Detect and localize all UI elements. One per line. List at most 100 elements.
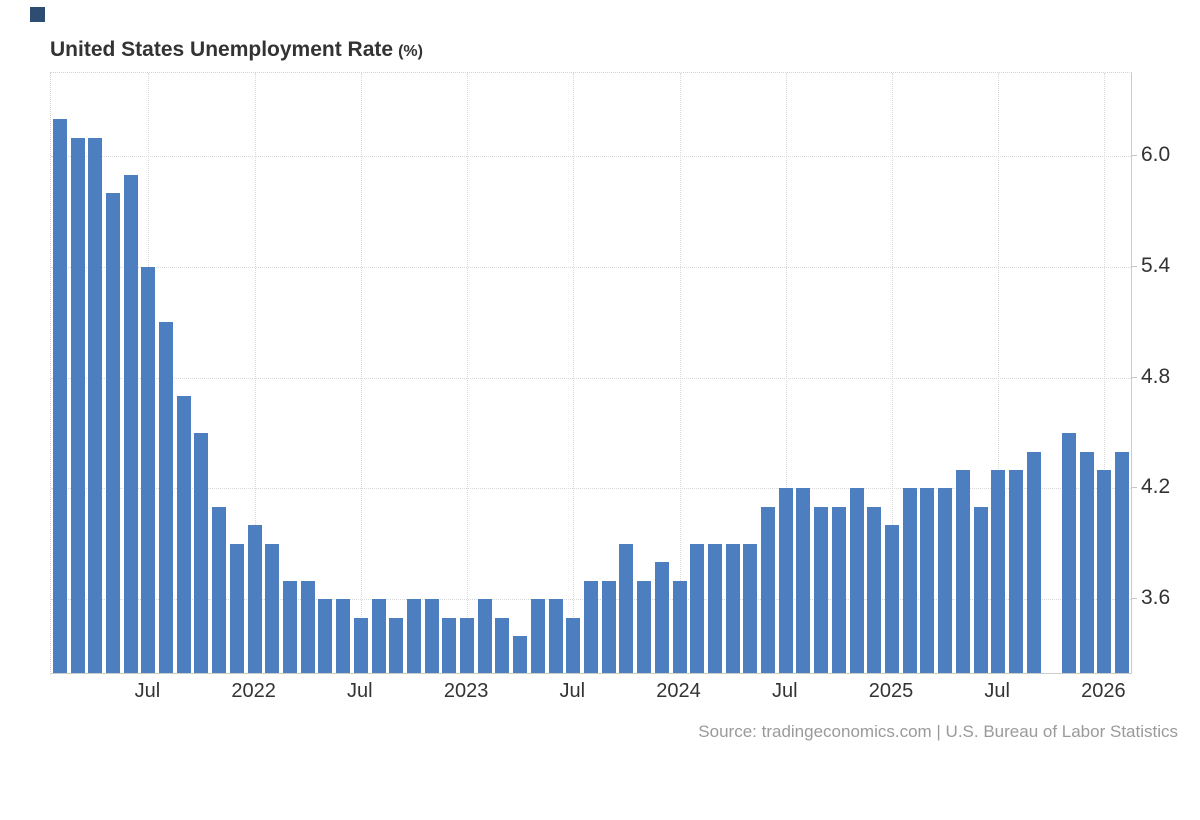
bar-Aug 2022[interactable] (371, 599, 386, 673)
y-gridline-4.2 (51, 488, 1131, 490)
bar-Jun 2023[interactable] (548, 599, 563, 673)
bar-Mar 2024[interactable] (707, 543, 722, 673)
x-gridline-Jul 2024 (785, 73, 787, 673)
bar-Nov 2025[interactable] (1062, 433, 1077, 673)
bar-Apr 2022[interactable] (300, 580, 315, 673)
bar-Dec 2023[interactable] (654, 562, 669, 673)
y-axis-label-4.2: 4.2 (1141, 475, 1171, 499)
bar-Jan 2024[interactable] (672, 580, 687, 673)
bar-Mar 2023[interactable] (495, 617, 510, 673)
bar-May 2021[interactable] (105, 193, 120, 673)
bar-May 2023[interactable] (530, 599, 545, 673)
x-gridline-Jul 2025 (998, 73, 1000, 673)
x-gridline-Jan 2022 (254, 73, 256, 673)
bar-Apr 2021[interactable] (88, 137, 103, 673)
bar-Mar 2022[interactable] (283, 580, 298, 673)
bar-Aug 2024[interactable] (796, 488, 811, 673)
bar-Sep 2025[interactable] (1026, 451, 1041, 673)
x-gridline-Jul 2023 (573, 73, 575, 673)
bar-Jun 2025[interactable] (973, 506, 988, 673)
x-axis-label-Jul: Jul (984, 680, 1010, 702)
y-axis-label-3.6: 3.6 (1141, 586, 1171, 610)
y-axis-label-5.4: 5.4 (1141, 253, 1171, 277)
bar-May 2022[interactable] (318, 599, 333, 673)
bar-Jan 2022[interactable] (247, 525, 262, 673)
chart-title-unit: (%) (398, 43, 423, 60)
bar-Jan 2026[interactable] (1097, 469, 1112, 673)
bar-Jul 2025[interactable] (991, 469, 1006, 673)
y-axis-label-4.8: 4.8 (1141, 364, 1171, 388)
x-axis-label-2026: 2026 (1081, 680, 1126, 702)
bar-Jul 2022[interactable] (353, 617, 368, 673)
bar-Mar 2025[interactable] (920, 488, 935, 673)
bar-Jun 2021[interactable] (123, 174, 138, 673)
x-gridline-Jan 2024 (679, 73, 681, 673)
x-axis-label-Jul: Jul (347, 680, 373, 702)
bar-Jan 2025[interactable] (884, 525, 899, 673)
bar-Dec 2024[interactable] (867, 506, 882, 673)
bar-Aug 2023[interactable] (584, 580, 598, 673)
bar-Jul 2024[interactable] (778, 488, 793, 673)
x-axis-label-2025: 2025 (868, 680, 914, 702)
y-axis-tick-3.6 (1131, 598, 1137, 600)
bar-Nov 2023[interactable] (637, 580, 652, 673)
x-axis-label-2023: 2023 (443, 680, 489, 702)
plot-area (50, 72, 1132, 674)
bar-Nov 2024[interactable] (849, 488, 864, 673)
x-gridline-Jan 2026 (1104, 73, 1106, 673)
y-axis-tick-4.8 (1131, 376, 1137, 378)
bar-Jun 2022[interactable] (336, 599, 351, 673)
x-axis-label-2024: 2024 (656, 680, 701, 702)
bar-May 2025[interactable] (955, 469, 970, 673)
bar-Sep 2022[interactable] (389, 617, 404, 673)
x-gridline-Jul 2022 (360, 73, 362, 673)
bar-Sep 2024[interactable] (814, 506, 829, 673)
bar-Oct 2022[interactable] (406, 599, 421, 673)
y-gridline-4.8 (51, 377, 1131, 379)
bar-Apr 2024[interactable] (725, 543, 740, 673)
bar-Feb 2021[interactable] (52, 119, 67, 673)
brand-logo-square (30, 7, 45, 22)
bar-Apr 2023[interactable] (513, 636, 528, 673)
bar-Nov 2022[interactable] (424, 599, 439, 673)
bar-Aug 2025[interactable] (1008, 469, 1023, 673)
bar-Sep 2021[interactable] (176, 396, 191, 673)
x-axis-label-Jul: Jul (559, 680, 586, 702)
chart-header: United States Unemployment Rate (%) (50, 38, 423, 62)
bar-Oct 2021[interactable] (194, 433, 209, 673)
bar-Jan 2023[interactable] (460, 617, 475, 673)
bar-Apr 2025[interactable] (938, 488, 953, 673)
bar-Jul 2021[interactable] (141, 266, 156, 673)
bar-Aug 2021[interactable] (159, 322, 174, 673)
y-gridline-5.4 (51, 266, 1131, 268)
y-axis-tick-4.2 (1131, 487, 1137, 489)
y-gridline-6.0 (51, 156, 1131, 158)
bar-Nov 2021[interactable] (212, 506, 227, 673)
y-axis-label-6.0: 6.0 (1141, 143, 1171, 167)
bar-Jun 2024[interactable] (761, 506, 776, 673)
bar-Oct 2023[interactable] (619, 543, 634, 673)
x-gridline-Jan 2025 (892, 73, 893, 673)
bar-May 2024[interactable] (743, 543, 758, 673)
bar-Dec 2025[interactable] (1079, 451, 1094, 673)
bar-Oct 2024[interactable] (831, 506, 846, 673)
y-axis-tick-6.0 (1131, 155, 1137, 157)
source-attribution: Source: tradingeconomics.com | U.S. Bure… (698, 722, 1178, 741)
bar-Dec 2021[interactable] (229, 543, 244, 673)
bar-Feb 2023[interactable] (477, 599, 492, 673)
x-gridline-Jan 2023 (467, 73, 469, 673)
x-axis-label-Jul: Jul (772, 680, 798, 702)
y-axis-tick-5.4 (1131, 265, 1137, 267)
x-axis-label-2022: 2022 (231, 680, 276, 702)
bar-Jul 2023[interactable] (566, 617, 581, 673)
bar-Feb 2025[interactable] (902, 488, 917, 673)
chart-title: United States Unemployment Rate (50, 38, 394, 61)
x-axis-label-Jul: Jul (134, 680, 161, 702)
bar-Dec 2022[interactable] (442, 617, 457, 673)
bar-Feb 2024[interactable] (690, 543, 705, 673)
bar-Mar 2021[interactable] (70, 137, 85, 673)
bar-Sep 2023[interactable] (601, 580, 616, 673)
bar-Feb 2022[interactable] (265, 543, 280, 673)
bar-Feb 2026[interactable] (1115, 451, 1130, 673)
